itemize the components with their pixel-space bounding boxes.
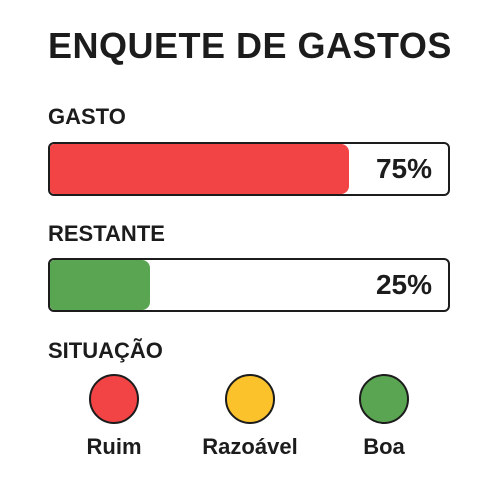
situation-option-boa[interactable]: Boa [314,374,454,460]
page-title: ENQUETE DE GASTOS [48,25,452,66]
situation-option-razoavel[interactable]: Razoável [180,374,320,460]
status-dot-green [359,374,409,424]
situation-options: Ruim Razoável Boa [0,374,500,470]
situation-label: SITUAÇÃO [48,338,163,363]
spending-progress-bar: 75% [48,142,450,196]
status-dot-red [89,374,139,424]
remaining-percent: 25% [375,269,432,300]
situation-option-label: Razoável [202,434,298,459]
spending-label: GASTO [48,104,126,129]
remaining-progress-bar: 25% [48,258,450,312]
spending-progress-fill [50,144,349,194]
situation-option-label: Boa [363,434,405,459]
status-dot-yellow [225,374,275,424]
situation-option-ruim[interactable]: Ruim [44,374,184,460]
spending-percent: 75% [375,153,432,184]
remaining-label: RESTANTE [48,221,165,246]
remaining-progress-fill [50,260,150,310]
situation-option-label: Ruim [86,434,142,459]
